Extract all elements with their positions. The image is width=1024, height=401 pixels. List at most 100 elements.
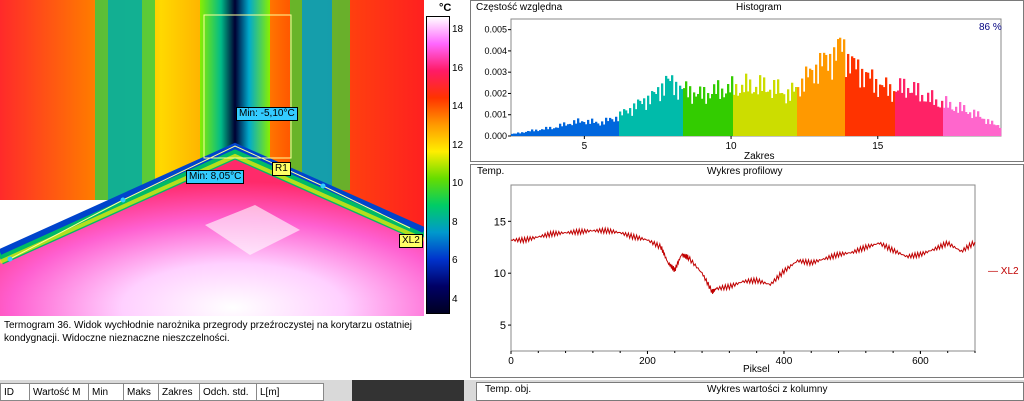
histogram-bar: [783, 94, 786, 136]
histogram-bar: [883, 87, 886, 136]
stats-header-range[interactable]: Zakres: [158, 383, 200, 401]
histogram-bar: [669, 81, 672, 136]
histogram-percent: 86 %: [979, 22, 1002, 33]
color-scale-bar: [426, 16, 450, 314]
histogram-bar: [779, 93, 782, 136]
min-label-2: Min: 8,05°C: [186, 170, 245, 184]
histogram-bar: [681, 89, 684, 136]
scale-unit: °C: [439, 2, 452, 14]
stats-header-min[interactable]: Min: [88, 383, 124, 401]
histogram-bar: [957, 112, 960, 136]
histogram-bar: [547, 129, 550, 136]
histogram-bar: [795, 87, 798, 136]
histogram-bar: [531, 129, 534, 136]
histogram-bar: [907, 88, 910, 136]
histogram-bar: [537, 131, 540, 136]
histogram-bar: [717, 80, 720, 136]
histogram-bar: [753, 92, 756, 136]
histogram-bar: [707, 93, 710, 136]
histogram-bar: [679, 85, 682, 136]
histogram-bar: [909, 92, 912, 136]
histogram-bar: [697, 93, 700, 136]
histogram-bar: [571, 125, 574, 136]
histogram-bar: [581, 121, 584, 136]
histogram-bar: [601, 121, 604, 136]
histogram-bar: [829, 53, 832, 137]
histogram-bar: [889, 84, 892, 136]
histogram-bar: [881, 85, 884, 136]
histogram-bar: [701, 98, 704, 136]
histogram-bar: [519, 133, 522, 136]
histogram-bar: [655, 94, 658, 136]
histogram-bar: [845, 77, 848, 136]
histogram-bar: [853, 58, 856, 136]
histogram-bar: [567, 124, 570, 136]
histogram-bar: [663, 95, 666, 136]
histogram-bar: [573, 120, 576, 136]
temperature-scale: °C 18 16 14 12 10 8 6 4: [424, 0, 468, 316]
histogram-bar: [857, 59, 860, 137]
scale-tick-label: 16: [452, 62, 464, 74]
histogram-bar: [733, 94, 736, 136]
stats-header-id[interactable]: ID: [0, 383, 30, 401]
profile-xlabel: Piksel: [743, 364, 770, 375]
profile-legend-label: XL2: [1000, 266, 1019, 277]
histogram-bar: [887, 95, 890, 136]
histogram-bar: [565, 125, 568, 136]
histogram-bar: [981, 118, 984, 136]
histogram-bar: [665, 75, 668, 136]
histogram-bar: [533, 131, 536, 136]
histogram-bar: [809, 68, 812, 136]
histogram-bar: [781, 92, 784, 136]
histogram-bar: [525, 131, 528, 136]
histogram-xtick-label: 10: [725, 141, 737, 152]
histogram-bar: [763, 77, 766, 136]
column-chart-ylabel: Temp. obj.: [485, 384, 532, 395]
histogram-bar: [891, 101, 894, 136]
histogram-bar: [935, 99, 938, 136]
histogram-bar: [903, 78, 906, 136]
profile-ytick-label: 5: [500, 320, 506, 332]
r1-label: R1: [272, 162, 291, 176]
histogram-bar: [801, 78, 804, 136]
stats-header-stddev[interactable]: Odch. std.: [199, 383, 257, 401]
histogram-bar: [639, 100, 642, 136]
histogram-bar: [719, 98, 722, 136]
histogram-bar: [575, 123, 578, 136]
histogram-bar: [997, 125, 1000, 136]
histogram-bar: [649, 104, 652, 136]
profile-xtick-label: 200: [639, 356, 656, 367]
histogram-bar: [637, 99, 640, 136]
histogram-bar: [739, 92, 742, 136]
histogram-bar: [673, 95, 676, 136]
histogram-bar: [735, 84, 738, 136]
thermogram-svg: [0, 0, 424, 316]
histogram-bar: [631, 115, 634, 136]
histogram-bar: [613, 121, 616, 136]
histogram-bar: [513, 133, 516, 136]
histogram-bar: [517, 132, 520, 136]
histogram-bar: [789, 100, 792, 136]
histogram-bar: [937, 106, 940, 136]
histogram-bar: [677, 99, 680, 136]
histogram-bar: [905, 97, 908, 136]
histogram-bar: [723, 97, 726, 136]
histogram-bar: [725, 93, 728, 136]
histogram-ytick-label: 0.003: [484, 67, 507, 77]
histogram-bar: [643, 98, 646, 136]
histogram-bar: [885, 77, 888, 136]
histogram-bar: [939, 107, 942, 136]
scale-tick-label: 8: [452, 216, 458, 228]
histogram-bar: [803, 91, 806, 136]
histogram-bar: [695, 96, 698, 136]
histogram-bar: [923, 101, 926, 136]
stats-header-length[interactable]: L[m]: [256, 383, 324, 401]
histogram-xtick-label: 5: [582, 141, 588, 152]
stats-header-max[interactable]: Maks: [123, 383, 159, 401]
histogram-bar: [741, 84, 744, 136]
histogram-bar: [621, 115, 624, 136]
histogram-bar: [787, 89, 790, 136]
stats-header-mean[interactable]: Wartość M: [29, 383, 89, 401]
histogram-bar: [989, 124, 992, 136]
histogram-bar: [687, 97, 690, 136]
